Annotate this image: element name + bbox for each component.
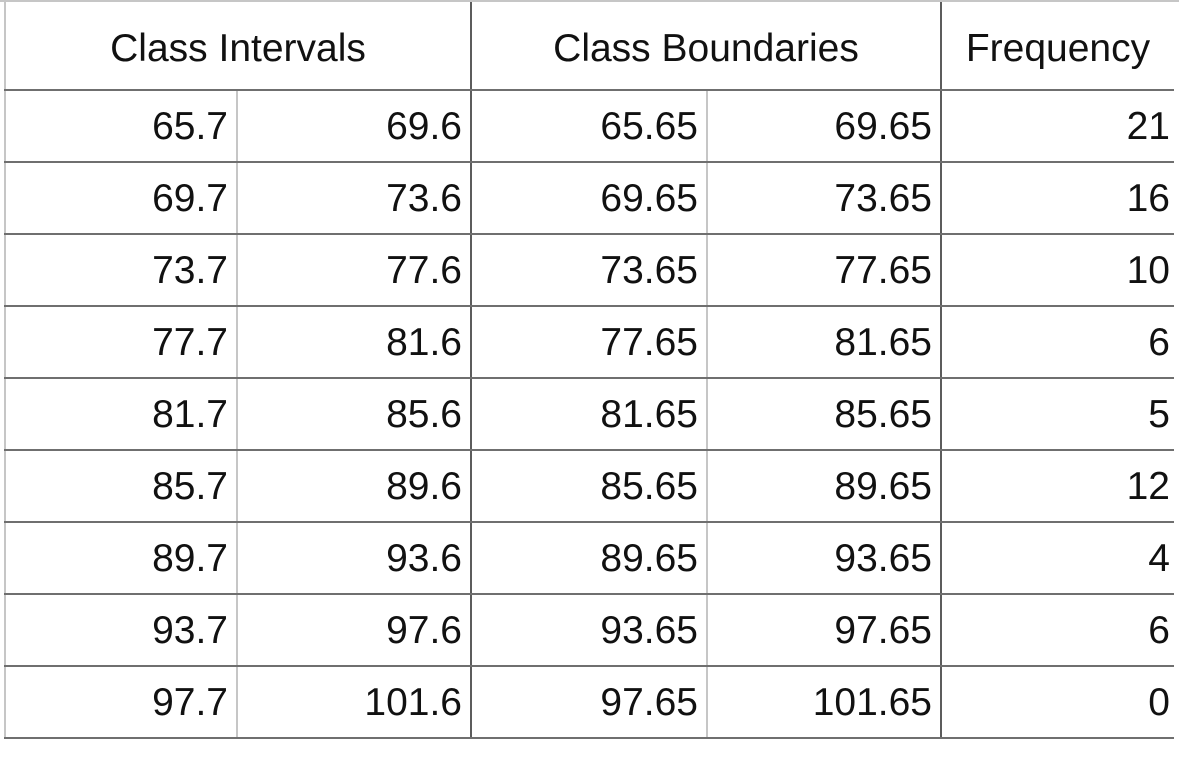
boundary-upper-cell[interactable]: 73.65: [706, 162, 941, 235]
interval-lower-cell[interactable]: 85.7: [4, 450, 237, 523]
class-intervals-header[interactable]: Class Intervals: [4, 2, 471, 91]
frequency-cell[interactable]: 6: [940, 306, 1174, 379]
interval-lower-cell[interactable]: 69.7: [4, 162, 237, 235]
interval-lower-cell[interactable]: 97.7: [4, 666, 237, 739]
boundary-upper-cell[interactable]: 77.65: [706, 234, 941, 307]
boundary-lower-cell[interactable]: 77.65: [470, 306, 707, 379]
boundary-lower-cell[interactable]: 69.65: [470, 162, 707, 235]
table-row: 97.7 101.6 97.65 101.65 0: [4, 666, 1174, 739]
interval-lower-cell[interactable]: 65.7: [4, 90, 237, 163]
interval-upper-cell[interactable]: 81.6: [236, 306, 471, 379]
boundary-lower-cell[interactable]: 81.65: [470, 378, 707, 451]
boundary-lower-cell[interactable]: 89.65: [470, 522, 707, 595]
frequency-table: Class Intervals Class Boundaries Frequen…: [4, 2, 1174, 739]
boundary-upper-cell[interactable]: 81.65: [706, 306, 941, 379]
table-row: 77.7 81.6 77.65 81.65 6: [4, 306, 1174, 379]
boundary-upper-cell[interactable]: 89.65: [706, 450, 941, 523]
boundary-lower-cell[interactable]: 93.65: [470, 594, 707, 667]
interval-upper-cell[interactable]: 97.6: [236, 594, 471, 667]
interval-upper-cell[interactable]: 77.6: [236, 234, 471, 307]
interval-lower-cell[interactable]: 93.7: [4, 594, 237, 667]
frequency-cell[interactable]: 4: [940, 522, 1174, 595]
interval-lower-cell[interactable]: 81.7: [4, 378, 237, 451]
interval-upper-cell[interactable]: 85.6: [236, 378, 471, 451]
frequency-cell[interactable]: 5: [940, 378, 1174, 451]
boundary-upper-cell[interactable]: 93.65: [706, 522, 941, 595]
boundary-upper-cell[interactable]: 85.65: [706, 378, 941, 451]
boundary-lower-cell[interactable]: 73.65: [470, 234, 707, 307]
interval-lower-cell[interactable]: 77.7: [4, 306, 237, 379]
table-row: 73.7 77.6 73.65 77.65 10: [4, 234, 1174, 307]
frequency-header[interactable]: Frequency: [940, 2, 1174, 91]
boundary-lower-cell[interactable]: 97.65: [470, 666, 707, 739]
frequency-cell[interactable]: 16: [940, 162, 1174, 235]
interval-lower-cell[interactable]: 73.7: [4, 234, 237, 307]
table-body: Class Intervals Class Boundaries Frequen…: [4, 2, 1174, 739]
interval-upper-cell[interactable]: 73.6: [236, 162, 471, 235]
interval-upper-cell[interactable]: 93.6: [236, 522, 471, 595]
table-row: 69.7 73.6 69.65 73.65 16: [4, 162, 1174, 235]
interval-upper-cell[interactable]: 89.6: [236, 450, 471, 523]
interval-upper-cell[interactable]: 69.6: [236, 90, 471, 163]
table-row: 85.7 89.6 85.65 89.65 12: [4, 450, 1174, 523]
boundary-upper-cell[interactable]: 101.65: [706, 666, 941, 739]
boundary-upper-cell[interactable]: 97.65: [706, 594, 941, 667]
boundary-upper-cell[interactable]: 69.65: [706, 90, 941, 163]
boundary-lower-cell[interactable]: 65.65: [470, 90, 707, 163]
frequency-cell[interactable]: 0: [940, 666, 1174, 739]
boundary-lower-cell[interactable]: 85.65: [470, 450, 707, 523]
top-gridline: [0, 0, 1179, 2]
frequency-cell[interactable]: 21: [940, 90, 1174, 163]
frequency-cell[interactable]: 6: [940, 594, 1174, 667]
interval-lower-cell[interactable]: 89.7: [4, 522, 237, 595]
class-boundaries-header[interactable]: Class Boundaries: [470, 2, 941, 91]
table-row: 81.7 85.6 81.65 85.65 5: [4, 378, 1174, 451]
table-row: 89.7 93.6 89.65 93.65 4: [4, 522, 1174, 595]
table-row: 65.7 69.6 65.65 69.65 21: [4, 90, 1174, 163]
interval-upper-cell[interactable]: 101.6: [236, 666, 471, 739]
header-row: Class Intervals Class Boundaries Frequen…: [4, 2, 1174, 91]
frequency-cell[interactable]: 10: [940, 234, 1174, 307]
table-row: 93.7 97.6 93.65 97.65 6: [4, 594, 1174, 667]
frequency-cell[interactable]: 12: [940, 450, 1174, 523]
